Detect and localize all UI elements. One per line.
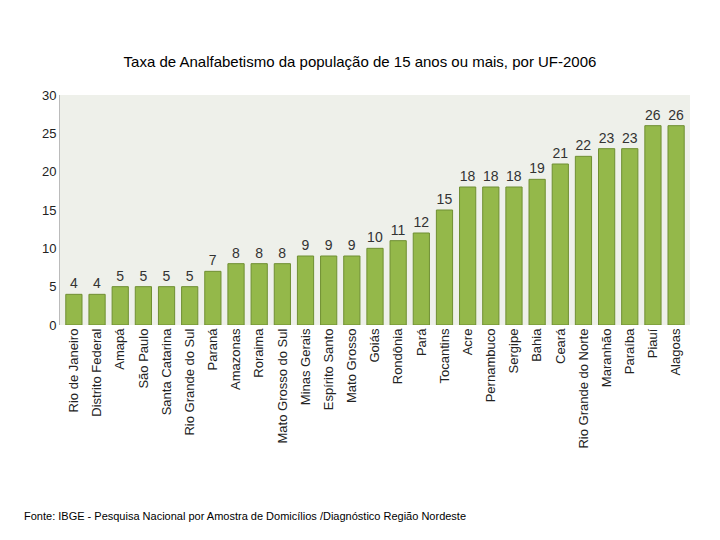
svg-text:Pernambuco: Pernambuco xyxy=(483,329,498,403)
svg-text:5: 5 xyxy=(186,268,194,284)
svg-text:Rio Grande do Norte: Rio Grande do Norte xyxy=(576,329,591,449)
svg-text:15: 15 xyxy=(437,191,453,207)
svg-text:Rondônia: Rondônia xyxy=(390,328,405,384)
svg-text:Minas Gerais: Minas Gerais xyxy=(298,328,313,405)
svg-text:Tocantins: Tocantins xyxy=(437,328,452,383)
svg-text:22: 22 xyxy=(576,137,592,153)
svg-text:Rio de Janeiro: Rio de Janeiro xyxy=(66,329,81,413)
svg-text:Mato Grosso do Sul: Mato Grosso do Sul xyxy=(275,328,290,443)
svg-text:Amapá: Amapá xyxy=(112,328,127,370)
svg-text:São Paulo: São Paulo xyxy=(136,329,151,389)
svg-text:15: 15 xyxy=(42,203,56,218)
svg-text:30: 30 xyxy=(42,88,56,103)
svg-text:Sergipe: Sergipe xyxy=(506,329,521,374)
svg-text:5: 5 xyxy=(163,268,171,284)
svg-text:Paraná: Paraná xyxy=(205,328,220,371)
svg-text:9: 9 xyxy=(302,237,310,253)
svg-text:5: 5 xyxy=(116,268,124,284)
svg-text:12: 12 xyxy=(413,214,429,230)
svg-text:Roraima: Roraima xyxy=(251,328,266,378)
svg-text:9: 9 xyxy=(325,237,333,253)
svg-text:0: 0 xyxy=(49,318,56,333)
svg-text:Espírito Santo: Espírito Santo xyxy=(321,329,336,411)
svg-text:8: 8 xyxy=(278,245,286,261)
svg-text:26: 26 xyxy=(668,107,684,123)
svg-text:23: 23 xyxy=(599,130,615,146)
svg-text:18: 18 xyxy=(483,168,499,184)
svg-text:Alagoas: Alagoas xyxy=(668,328,683,375)
svg-text:Piauí: Piauí xyxy=(645,328,660,358)
svg-text:Paraíba: Paraíba xyxy=(622,328,637,374)
svg-text:4: 4 xyxy=(70,275,78,291)
svg-text:18: 18 xyxy=(460,168,476,184)
svg-text:7: 7 xyxy=(209,252,217,268)
svg-text:Pará: Pará xyxy=(414,328,429,356)
svg-text:10: 10 xyxy=(42,241,56,256)
svg-text:19: 19 xyxy=(529,160,545,176)
svg-text:20: 20 xyxy=(42,164,56,179)
svg-text:23: 23 xyxy=(622,130,638,146)
svg-text:Distrito Federal: Distrito Federal xyxy=(89,328,104,416)
svg-text:10: 10 xyxy=(367,229,383,245)
svg-text:8: 8 xyxy=(232,245,240,261)
svg-text:5: 5 xyxy=(139,268,147,284)
svg-text:18: 18 xyxy=(506,168,522,184)
svg-text:25: 25 xyxy=(42,126,56,141)
svg-text:Bahia: Bahia xyxy=(529,328,544,362)
svg-text:Santa Catarina: Santa Catarina xyxy=(159,328,174,415)
svg-text:Fonte: IBGE - Pesquisa Naciona: Fonte: IBGE - Pesquisa Nacional por Amos… xyxy=(24,510,466,522)
svg-text:Amazonas: Amazonas xyxy=(228,328,243,390)
svg-text:Goiás: Goiás xyxy=(367,328,382,362)
svg-text:Mato Grosso: Mato Grosso xyxy=(344,329,359,403)
svg-text:5: 5 xyxy=(49,279,56,294)
svg-text:Rio Grande do Sul: Rio Grande do Sul xyxy=(182,328,197,435)
svg-text:Maranhão: Maranhão xyxy=(599,329,614,388)
svg-text:8: 8 xyxy=(255,245,263,261)
svg-text:Acre: Acre xyxy=(460,329,475,356)
svg-text:9: 9 xyxy=(348,237,356,253)
svg-text:26: 26 xyxy=(645,107,661,123)
svg-text:11: 11 xyxy=(391,222,406,238)
svg-text:4: 4 xyxy=(93,275,101,291)
svg-text:Ceará: Ceará xyxy=(553,328,568,364)
svg-text:21: 21 xyxy=(552,145,568,161)
svg-text:Taxa de Analfabetismo da popul: Taxa de Analfabetismo da população de 15… xyxy=(124,53,597,70)
